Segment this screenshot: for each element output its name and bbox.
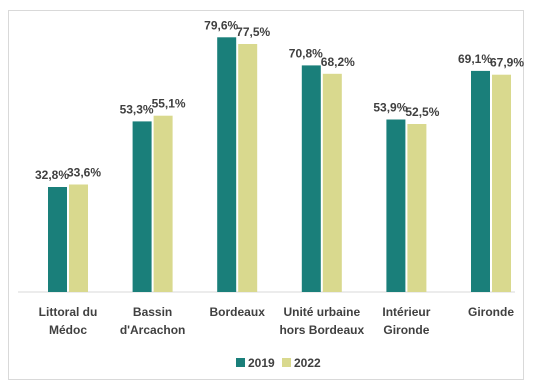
legend-label-2022: 2022 xyxy=(294,356,321,370)
bar-2019-3 xyxy=(301,65,321,293)
legend-swatch-2022 xyxy=(282,358,291,367)
value-label-2019-4: 53,9% xyxy=(373,101,407,115)
value-label-2019-3: 70,8% xyxy=(289,46,323,60)
category-label-4-1: Gironde xyxy=(383,323,429,337)
value-label-2022-4: 52,5% xyxy=(405,105,439,119)
category-label-0-0: Littoral du xyxy=(39,305,98,319)
value-label-2019-1: 53,3% xyxy=(120,102,154,116)
category-label-2-0: Bordeaux xyxy=(210,305,266,319)
bar-2022-5 xyxy=(492,74,511,292)
bar-2022-3 xyxy=(322,73,342,292)
bars-group xyxy=(48,37,511,293)
value-labels-group: 32,8%33,6% 53,3%55,1% 79,6%77,5% 70,8%68,2%… xyxy=(35,18,524,182)
value-label-2022-2: 77,5% xyxy=(236,25,270,39)
category-label-3-1: hors Bordeaux xyxy=(279,323,364,337)
legend: 2019 2022 xyxy=(236,356,321,370)
bar-2022-0 xyxy=(69,184,88,292)
value-label-2019-0: 32,8% xyxy=(35,168,69,182)
category-labels-group: Littoral du Médoc Bassin d'Arcachon Bordeaux… xyxy=(39,305,515,337)
bar-2019-5 xyxy=(471,70,490,293)
bar-2022-4 xyxy=(407,124,427,292)
legend-label-2019: 2019 xyxy=(248,356,275,370)
bar-2019-1 xyxy=(132,121,152,293)
category-label-1-0: Bassin xyxy=(133,305,172,319)
category-label-4-0: Intérieur xyxy=(382,305,430,319)
category-label-5-0: Gironde xyxy=(468,305,514,319)
value-label-2019-2: 79,6% xyxy=(204,18,238,32)
bar-2019-2 xyxy=(217,37,237,292)
value-label-2022-1: 55,1% xyxy=(152,97,186,111)
bar-2019-4 xyxy=(386,119,406,292)
category-label-3-0: Unité urbaine xyxy=(283,305,360,319)
category-label-0-1: Médoc xyxy=(49,323,87,337)
value-label-2019-5: 69,1% xyxy=(458,52,492,66)
value-label-2022-0: 33,6% xyxy=(67,166,101,180)
category-label-1-1: d'Arcachon xyxy=(120,323,186,337)
bar-2019-0 xyxy=(48,187,67,292)
bar-2022-2 xyxy=(238,44,258,292)
value-label-2022-3: 68,2% xyxy=(321,55,355,69)
chart-frame xyxy=(8,10,524,380)
bar-2022-1 xyxy=(153,115,173,292)
legend-swatch-2019 xyxy=(236,358,245,367)
value-label-2022-5: 67,9% xyxy=(490,56,524,70)
